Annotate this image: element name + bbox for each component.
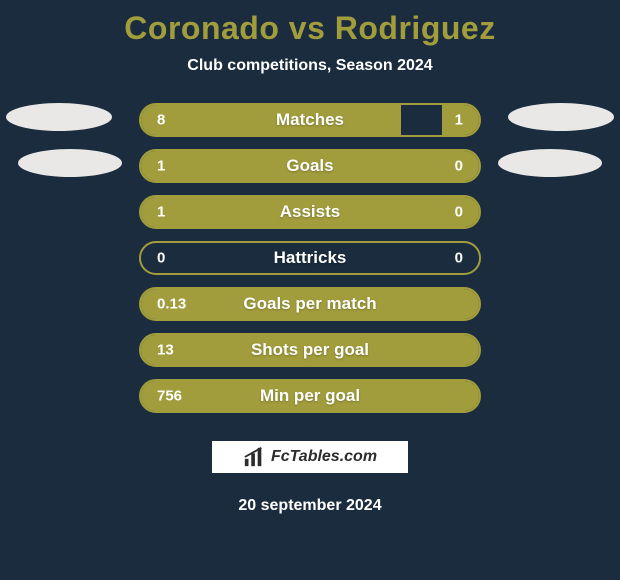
stat-row: 10Assists: [0, 195, 620, 229]
page-title: Coronado vs Rodriguez: [0, 10, 620, 47]
stat-row: 10Goals: [0, 149, 620, 183]
stat-label: Goals: [141, 156, 479, 176]
stat-label: Hattricks: [141, 248, 479, 268]
footer-date: 20 september 2024: [0, 497, 620, 515]
stat-rows: 81Matches 10Goals 10Assists 00Hattricks 0.13…: [0, 103, 620, 413]
stat-bar: 0.13Goals per match: [139, 287, 481, 321]
stat-bar: 00Hattricks: [139, 241, 481, 275]
stat-bar: 81Matches: [139, 103, 481, 137]
stat-label: Shots per goal: [141, 340, 479, 360]
stat-row: 00Hattricks: [0, 241, 620, 275]
branding-text: FcTables.com: [271, 448, 377, 466]
player-right-marker: [508, 103, 614, 131]
player-left-marker: [18, 149, 122, 177]
stat-bar: 10Goals: [139, 149, 481, 183]
player-right-marker: [498, 149, 602, 177]
stat-row: 81Matches: [0, 103, 620, 137]
branding-badge: FcTables.com: [210, 439, 410, 475]
stat-row: 756Min per goal: [0, 379, 620, 413]
stat-bar: 10Assists: [139, 195, 481, 229]
stat-row: 13Shots per goal: [0, 333, 620, 367]
stat-bar: 756Min per goal: [139, 379, 481, 413]
stat-bar: 13Shots per goal: [139, 333, 481, 367]
stat-label: Goals per match: [141, 294, 479, 314]
stat-label: Min per goal: [141, 386, 479, 406]
stat-label: Matches: [141, 110, 479, 130]
bars-icon: [243, 446, 265, 468]
stat-row: 0.13Goals per match: [0, 287, 620, 321]
player-left-marker: [6, 103, 112, 131]
stat-label: Assists: [141, 202, 479, 222]
subtitle: Club competitions, Season 2024: [0, 57, 620, 75]
comparison-infographic: Coronado vs Rodriguez Club competitions,…: [0, 0, 620, 580]
